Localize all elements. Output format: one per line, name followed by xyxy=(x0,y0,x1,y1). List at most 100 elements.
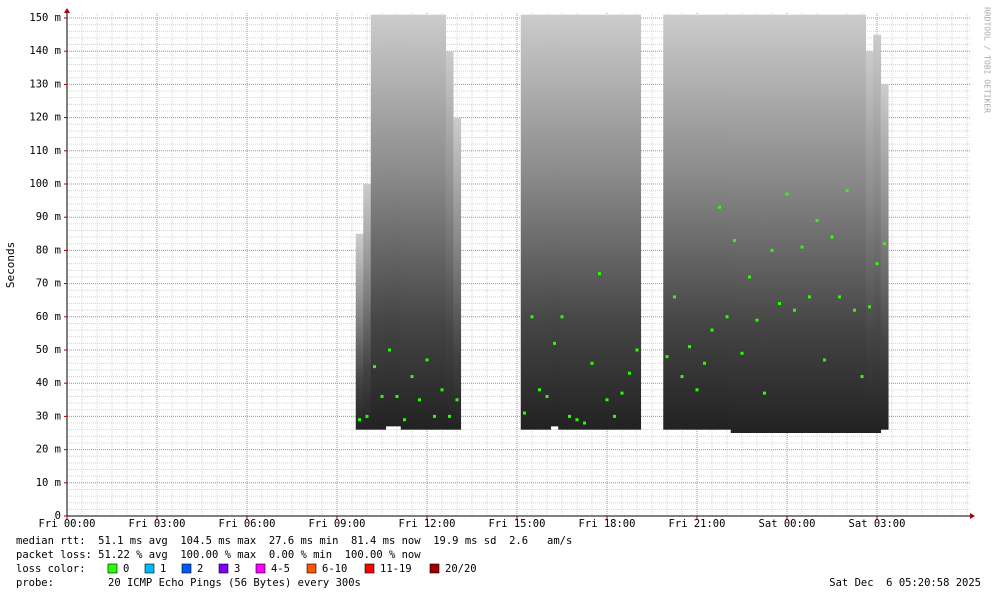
smoke-band xyxy=(828,14,837,434)
median-point xyxy=(748,275,751,279)
x-tick-label: Fri 15:00 xyxy=(489,518,546,530)
median-point xyxy=(883,242,886,246)
smoke-band xyxy=(453,117,462,430)
x-tick-label: Fri 00:00 xyxy=(39,518,96,530)
median-point xyxy=(718,205,721,209)
smoke-band xyxy=(580,14,589,430)
x-tick-label: Fri 18:00 xyxy=(579,518,636,530)
smoke-band xyxy=(633,14,642,430)
median-point xyxy=(455,398,459,402)
loss-label: 3 xyxy=(234,563,240,575)
y-axis-label: Seconds xyxy=(4,242,17,288)
smoke-band xyxy=(625,14,634,430)
median-point xyxy=(568,414,571,418)
loss-swatch xyxy=(181,563,192,574)
median-point xyxy=(440,388,444,392)
smoke-band xyxy=(438,14,447,430)
median-point xyxy=(845,189,849,193)
loss-swatch xyxy=(429,563,440,574)
median-point xyxy=(755,318,759,322)
median-point xyxy=(688,345,691,349)
smoke-band xyxy=(370,14,379,430)
smoke-band xyxy=(730,14,739,434)
median-point xyxy=(545,394,549,398)
median-point xyxy=(388,348,391,352)
median-point xyxy=(778,302,781,306)
median-point xyxy=(553,341,556,345)
smoke-band xyxy=(573,14,582,430)
smoke-band xyxy=(565,14,574,430)
median-point xyxy=(838,295,841,299)
y-arrow xyxy=(64,8,70,13)
median-point xyxy=(605,398,609,402)
timestamp: Sat Dec 6 05:20:58 2025 xyxy=(829,577,981,589)
smoke-band xyxy=(753,14,762,434)
median-point xyxy=(403,418,406,422)
smoke-band xyxy=(618,14,627,430)
x-tick-label: Sat 03:00 xyxy=(849,518,906,530)
smoke-band xyxy=(363,184,372,430)
y-tick-label: 50 m xyxy=(36,344,61,356)
loss-label: 11-19 xyxy=(380,563,412,575)
smoke-band xyxy=(520,14,529,430)
median-point xyxy=(425,358,429,362)
median-point xyxy=(770,248,774,252)
smoke-band xyxy=(550,14,559,427)
median-point xyxy=(868,305,871,309)
smoke-band xyxy=(858,14,867,434)
smoke-band xyxy=(595,14,604,430)
loss-label: 1 xyxy=(160,563,166,575)
smoke-band xyxy=(790,14,799,434)
median-point xyxy=(763,391,766,395)
y-tick-label: 120 m xyxy=(29,112,61,124)
median-point xyxy=(358,418,361,422)
loss-label: 2 xyxy=(197,563,203,575)
median-point xyxy=(635,348,639,352)
median-point xyxy=(530,315,534,319)
y-tick-label: 110 m xyxy=(29,145,61,157)
axes xyxy=(64,8,975,519)
y-tick-label: 10 m xyxy=(36,477,61,489)
median-point xyxy=(583,421,586,425)
y-tick-label: 140 m xyxy=(29,45,61,57)
smoke-band xyxy=(798,14,807,434)
smoke-band xyxy=(693,14,702,430)
y-tick-label: 20 m xyxy=(36,444,61,456)
smoke-band xyxy=(685,14,694,430)
smoke-band xyxy=(543,14,552,430)
smoke-band xyxy=(670,14,679,430)
median-point xyxy=(815,219,819,223)
plot-area xyxy=(355,14,889,434)
x-arrow xyxy=(970,513,975,519)
smoke-band xyxy=(588,14,597,430)
median-point xyxy=(410,375,414,379)
y-tick-label: 60 m xyxy=(36,311,61,323)
smoke-band xyxy=(610,14,619,430)
probe-label: probe: xyxy=(16,577,54,589)
loss-swatch xyxy=(364,563,375,574)
median-point xyxy=(433,414,436,418)
median-point xyxy=(448,414,451,418)
x-tick-label: Fri 12:00 xyxy=(399,518,456,530)
median-point xyxy=(703,361,706,365)
smoke-band xyxy=(820,14,829,434)
y-tick-label: 90 m xyxy=(36,211,61,223)
smoke-band xyxy=(850,14,859,434)
median-point xyxy=(628,371,631,375)
smoke-band xyxy=(415,14,424,430)
median-point xyxy=(785,192,789,196)
smoke-band xyxy=(813,14,822,434)
smoke-band xyxy=(355,233,364,430)
x-tick-label: Fri 03:00 xyxy=(129,518,186,530)
smoke-band xyxy=(768,14,777,434)
median-point xyxy=(695,388,699,392)
smoke-band xyxy=(378,14,387,430)
smoke-band xyxy=(783,14,792,434)
smoke-band xyxy=(535,14,544,430)
median-point xyxy=(613,414,616,418)
median-point xyxy=(823,358,826,362)
median-point xyxy=(740,351,744,355)
loss-swatch xyxy=(218,563,229,574)
smoke-band xyxy=(708,14,717,430)
